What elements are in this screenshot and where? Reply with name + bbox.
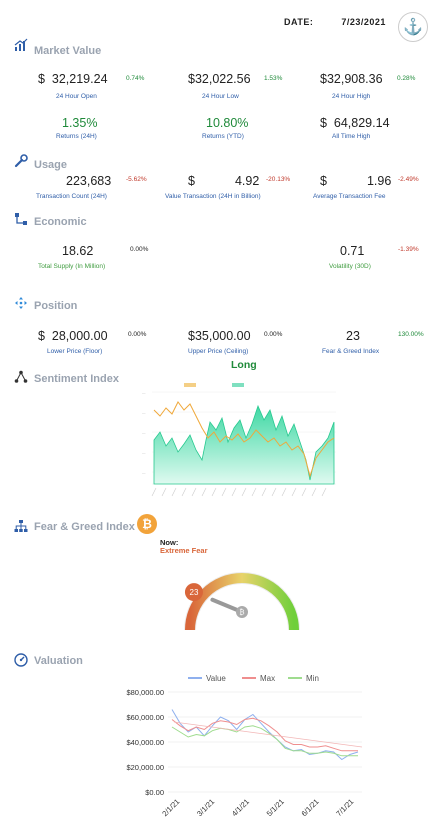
gauge-value-badge (184, 583, 203, 602)
valuation-title: Valuation (34, 655, 83, 667)
returns-ytd-value: 10.80% (206, 116, 249, 130)
gauge-arc (185, 573, 299, 631)
value-tx-value: $4.92 (188, 174, 260, 188)
floor-value: $ 28,000.00 (38, 329, 108, 343)
supply-value: 18.62 (62, 244, 94, 258)
sentiment-legend-swatch-2 (232, 383, 244, 387)
gauge-value-text: 23 (190, 588, 199, 597)
returns-24h-value: 1.35% (62, 116, 98, 130)
series-line-max (171, 717, 358, 752)
x-tick-label: 6/1/21 (300, 797, 321, 818)
bar-chart-icon (14, 38, 28, 51)
market-value-title: Market Value (34, 45, 102, 57)
high-label: 24 Hour High (332, 93, 371, 100)
y-tick-label: $60,000.00 (126, 713, 164, 722)
ceiling-change: 0.00% (264, 331, 283, 338)
series-line-min (171, 725, 358, 757)
date-value: 7/23/2021 (341, 17, 386, 27)
returns-ytd-label: Returns (YTD) (202, 133, 244, 140)
company-logo: ⚓ (398, 12, 428, 42)
returns-24h-label: Returns (24H) (56, 133, 97, 140)
y-tick-label: $20,000.00 (126, 763, 164, 772)
x-tick-label: 4/1/21 (230, 797, 251, 818)
network-icon (15, 213, 27, 225)
fear-now-label: Now: (160, 538, 179, 547)
low-value: $32,022.56 (188, 72, 251, 86)
tx-count-value: 223,683 (66, 174, 112, 188)
legend-label-max: Max (260, 674, 275, 683)
sentiment-chart: — — — — — (142, 383, 336, 497)
move-arrows-icon (15, 297, 27, 309)
share-nodes-icon (14, 370, 28, 383)
low-label: 24 Hour Low (202, 93, 239, 100)
sentiment-y-tick: — (142, 431, 146, 435)
ceiling-value: $35,000.00 (188, 329, 251, 343)
sentiment-legend-swatch-1 (184, 383, 196, 387)
fear-greed-title: Fear & Greed Index (34, 521, 135, 533)
fee-value: $1.96 (320, 174, 392, 188)
high-value: $32,908.36 (320, 72, 383, 86)
fee-label: Average Transaction Fee (313, 193, 386, 200)
x-tick-label: 2/1/21 (160, 797, 181, 818)
fear-now-value: Extreme Fear (160, 546, 208, 555)
sentiment-y-tick: — (142, 451, 146, 455)
trend-line (173, 721, 363, 748)
gauge-hub (236, 606, 248, 618)
ath-label: All Time High (332, 133, 371, 140)
volatility-label: Volatility (30D) (329, 263, 371, 270)
open-label: 24 Hour Open (56, 93, 97, 100)
anchor-icon: ⚓ (403, 19, 423, 36)
usage-title: Usage (34, 159, 68, 171)
date-display: DATE: 7/23/2021 (284, 17, 386, 27)
fear-greed-gauge: ₿ 23 (184, 572, 300, 631)
wrench-icon (14, 154, 28, 168)
sentiment-y-tick: — (142, 391, 146, 395)
fg-change: 130.00% (398, 331, 424, 338)
org-chart-icon (14, 520, 28, 532)
open-change: 0.74% (126, 75, 145, 82)
low-change: 1.53% (264, 75, 283, 82)
position-status: Long (231, 359, 257, 371)
legend-label-value: Value (206, 674, 226, 683)
gauge-track (184, 572, 300, 631)
date-label: DATE: (284, 17, 314, 27)
tx-count-label: Transaction Count (24H) (36, 193, 107, 200)
volatility-change: -1.39% (398, 246, 419, 253)
supply-change: 0.00% (130, 246, 149, 253)
y-tick-label: $80,000.00 (126, 688, 164, 697)
tx-count-change: -5.62% (126, 176, 147, 183)
bitcoin-symbol: ₿ (142, 517, 152, 531)
open-value: $ 32,219.24 (38, 72, 108, 86)
y-tick-label: $40,000.00 (126, 738, 164, 747)
sentiment-area (153, 404, 335, 485)
legend-label-min: Min (306, 674, 319, 683)
x-tick-label: 7/1/21 (334, 797, 355, 818)
x-tick-label: 3/1/21 (195, 797, 216, 818)
series-line-value (171, 709, 359, 761)
bitcoin-icon: ₿ (137, 514, 157, 534)
fg-value: 23 (346, 329, 360, 343)
sentiment-y-tick: — (142, 471, 146, 475)
high-change: 0.28% (397, 75, 416, 82)
value-tx-label: Value Transaction (24H in Billion) (165, 193, 261, 200)
economic-title: Economic (34, 216, 87, 228)
fee-change: -2.49% (398, 176, 419, 183)
sentiment-title: Sentiment Index (34, 373, 119, 385)
value-tx-change: -20.13% (266, 176, 291, 183)
ceiling-label: Upper Price (Ceiling) (188, 348, 249, 355)
gauge-hub-symbol: ₿ (239, 609, 244, 617)
floor-label: Lower Price (Floor) (47, 348, 103, 355)
volatility-value: 0.71 (340, 244, 365, 258)
sentiment-y-tick: — (142, 411, 146, 415)
floor-change: 0.00% (128, 331, 147, 338)
sentiment-line (153, 401, 335, 478)
supply-label: Total Supply (In Million) (38, 263, 106, 270)
valuation-chart: Value Max Min $80,000.00 $60,000.00 $40,000.0… (126, 674, 363, 818)
y-tick-label: $0.00 (145, 788, 164, 797)
x-tick-label: 5/1/21 (265, 797, 286, 818)
fg-label: Fear & Greed Index (322, 348, 380, 355)
position-title: Position (34, 300, 78, 312)
ath-value: $ 64,829.14 (320, 116, 390, 130)
gauge-icon (14, 653, 28, 667)
